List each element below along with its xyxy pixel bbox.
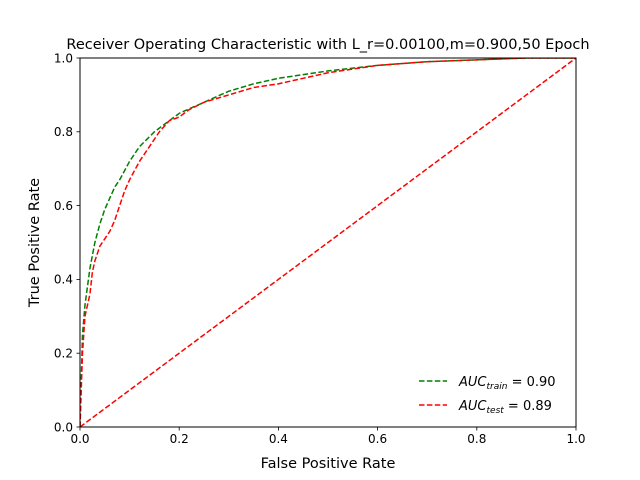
chance-diagonal-line [80, 58, 576, 427]
roc-line-test [80, 58, 576, 427]
legend-label-test: AUCtest = 0.89 [458, 399, 552, 416]
chart-title: Receiver Operating Characteristic with L… [66, 37, 589, 53]
x-axis-label: False Positive Rate [261, 456, 396, 472]
y-tick-label: 0.4 [54, 273, 73, 287]
y-tick-label: 0.6 [54, 199, 73, 213]
y-axis-label: True Positive Rate [27, 178, 43, 308]
legend: AUCtrain = 0.90 AUCtest = 0.89 [419, 375, 556, 416]
x-tick-label: 0.0 [70, 432, 89, 446]
x-tick-label: 0.8 [467, 432, 486, 446]
y-tick-label: 0.8 [54, 125, 73, 139]
plot-area-frame [79, 57, 577, 428]
x-tick-label: 0.2 [170, 432, 189, 446]
y-tick-label: 0.0 [54, 420, 73, 434]
x-tick-label: 1.0 [566, 432, 585, 446]
roc-line-train [80, 58, 576, 427]
x-tick-label: 0.6 [368, 432, 387, 446]
y-tick-label: 0.2 [54, 347, 73, 361]
y-tick-label: 1.0 [54, 51, 73, 65]
legend-label-train: AUCtrain = 0.90 [458, 375, 556, 392]
x-tick-label: 0.4 [269, 432, 288, 446]
